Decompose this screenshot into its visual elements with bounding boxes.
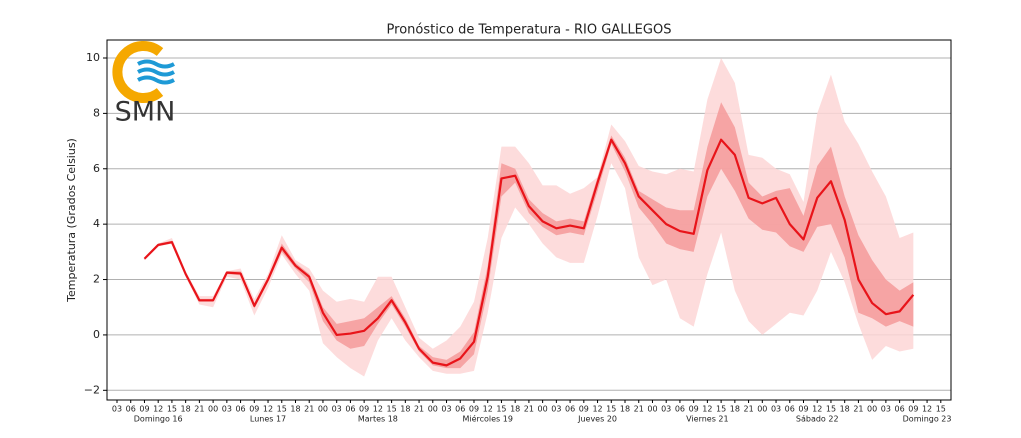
x-tick-label: 21: [524, 405, 534, 414]
x-tick-label: 09: [469, 405, 479, 414]
x-tick-label: 03: [771, 405, 781, 414]
x-tick-label: 00: [867, 405, 877, 414]
x-tick-label: 15: [496, 405, 506, 414]
day-label: Miércoles 19: [462, 414, 513, 424]
y-axis-label: Temperatura (Grados Celsius): [65, 138, 78, 303]
x-tick-label: 18: [400, 405, 410, 414]
x-tick-label: 18: [290, 405, 300, 414]
x-tick-label: 00: [757, 405, 767, 414]
y-tick-label: 4: [93, 217, 100, 230]
x-tick-label: 06: [785, 405, 795, 414]
logo-text: SMN: [115, 97, 176, 128]
x-tick-label: 06: [235, 405, 245, 414]
x-tick-label: 09: [689, 405, 699, 414]
x-tick-label: 21: [194, 405, 204, 414]
chart-title: Pronóstico de Temperatura - RIO GALLEGOS: [387, 23, 672, 38]
x-tick-label: 18: [181, 405, 191, 414]
logo: SMN: [112, 41, 176, 128]
x-tick-label: 15: [716, 405, 726, 414]
x-tick-label: 12: [592, 405, 602, 414]
y-tick-label: 6: [93, 162, 100, 175]
x-tick-label: 12: [153, 405, 163, 414]
x-tick-label: 21: [414, 405, 424, 414]
x-tick-label: 18: [730, 405, 740, 414]
line: [143, 138, 915, 367]
x-tick-label: 06: [345, 405, 355, 414]
logo-arc: [112, 41, 164, 103]
x-tick-label: 12: [483, 405, 493, 414]
x-tick-label: 00: [318, 405, 328, 414]
x-tick-label: 18: [620, 405, 630, 414]
x-tick-label: 12: [263, 405, 273, 414]
y-tick-label: 2: [93, 273, 100, 286]
x-tick-label: 06: [455, 405, 465, 414]
x-tick-label: 03: [112, 405, 122, 414]
day-label: Domingo 23: [903, 415, 952, 424]
day-label: Lunes 17: [250, 415, 286, 424]
x-tick-label: 06: [675, 405, 685, 414]
x-tick-label: 15: [606, 405, 616, 414]
x-tick-label: 00: [538, 405, 548, 414]
x-tick-label: 21: [304, 405, 314, 414]
x-tick-label: 06: [565, 405, 575, 414]
x-tick-label: 12: [702, 405, 712, 414]
y-tick-label: 0: [93, 328, 100, 341]
x-tick-label: 21: [743, 405, 753, 414]
plot-frame: [106, 39, 952, 401]
day-label: Domingo 16: [134, 415, 183, 424]
day-label: Sábado 22: [796, 415, 839, 424]
x-tick-label: 15: [167, 405, 177, 414]
x-tick-label: 06: [126, 405, 136, 414]
day-label: Martes 18: [358, 415, 398, 424]
x-tick-label: 18: [510, 405, 520, 414]
x-tick-label: 09: [579, 405, 589, 414]
x-tick-label: 03: [881, 405, 891, 414]
x-tick-label: 03: [332, 405, 342, 414]
x-tick-label: 15: [277, 405, 287, 414]
x-tick-label: 15: [826, 405, 836, 414]
x-tick-label: 12: [922, 405, 932, 414]
x-tick-label: 15: [936, 405, 946, 414]
x-tick-label: 03: [441, 405, 451, 414]
x-tick-label: 00: [647, 405, 657, 414]
y-tick-label: 8: [93, 106, 100, 119]
x-tick-label: 12: [812, 405, 822, 414]
x-tick-label: 12: [373, 405, 383, 414]
x-tick-label: 21: [634, 405, 644, 414]
day-label: Viernes 21: [686, 415, 728, 424]
y-tick-label: 10: [86, 51, 100, 64]
x-tick-label: 09: [139, 405, 149, 414]
y-tick-label: −2: [84, 383, 100, 396]
x-tick-label: 03: [661, 405, 671, 414]
x-tick-label: 03: [222, 405, 232, 414]
x-tick-label: 09: [249, 405, 259, 414]
x-tick-label: 00: [208, 405, 218, 414]
logo-waves: [137, 59, 175, 85]
x-tick-label: 09: [359, 405, 369, 414]
x-tick-label: 21: [853, 405, 863, 414]
x-tick-label: 09: [908, 405, 918, 414]
x-tick-label: 03: [551, 405, 561, 414]
day-label: Jueves 20: [577, 415, 617, 424]
x-tick-label: 00: [428, 405, 438, 414]
x-tick-label: 06: [895, 405, 905, 414]
x-tick-label: 18: [840, 405, 850, 414]
x-tick-label: 15: [387, 405, 397, 414]
x-tick-label: 09: [798, 405, 808, 414]
